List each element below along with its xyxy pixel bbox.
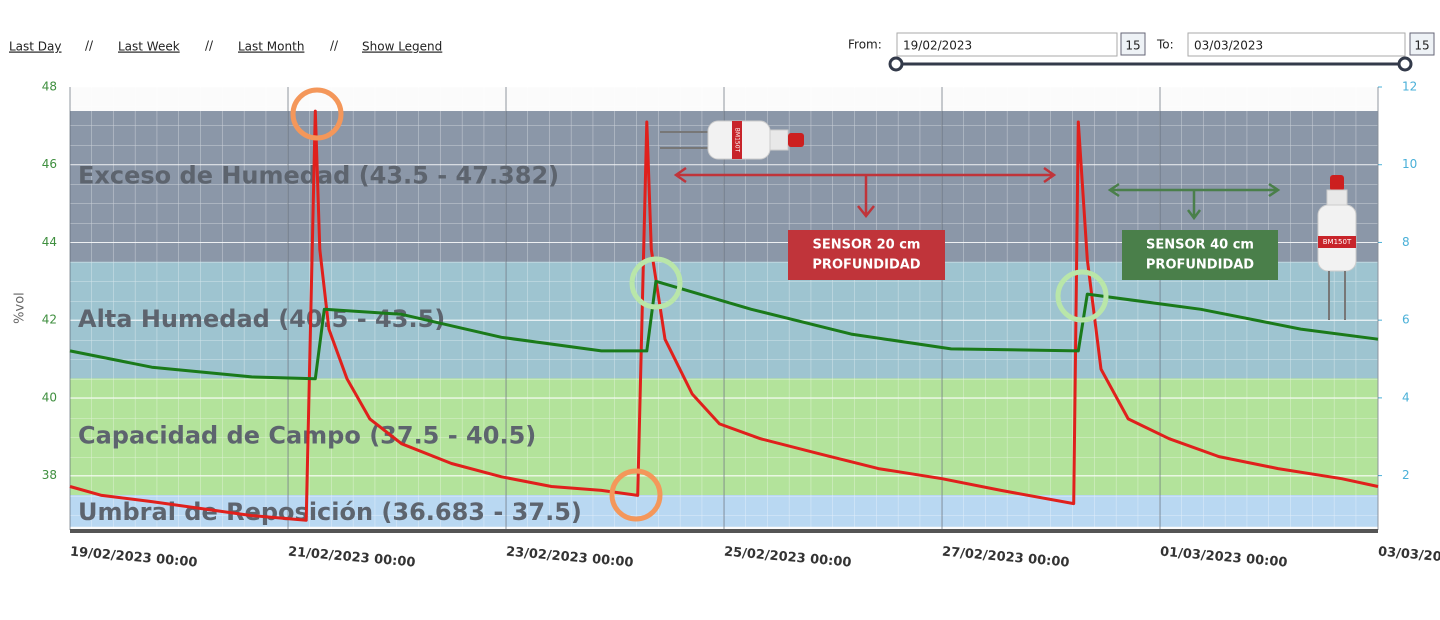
series-line	[69, 109, 1379, 522]
y2-tick-label: 8	[1402, 235, 1410, 249]
arrow	[1107, 182, 1281, 221]
link[interactable]: Last Week	[118, 40, 180, 54]
band-label: Alta Humedad (40.5 - 43.5)	[78, 305, 445, 333]
separator: //	[85, 39, 94, 53]
sensor-band	[1318, 236, 1356, 248]
separator: //	[205, 39, 214, 53]
x-tick-label: 19/02/2023 00:00	[69, 545, 198, 571]
x-tick-label: 23/02/2023 00:00	[505, 545, 634, 571]
calendar-icon[interactable]: 15	[1125, 39, 1140, 53]
link[interactable]: Show Legend	[362, 40, 442, 54]
y-axis-label: %vol	[13, 292, 28, 324]
annotation-text: PROFUNDIDAD	[1146, 258, 1254, 273]
y-tick-label: 38	[42, 468, 57, 482]
sensor-icon: BM150T BM150T	[660, 120, 1357, 320]
y2-tick-label: 2	[1402, 468, 1410, 482]
toolbar: Last Day // Last Week // Last Month // S…	[9, 32, 1435, 72]
y2-tick-label: 4	[1402, 390, 1410, 404]
highlight-circle	[1055, 269, 1109, 323]
x-tick-label: 27/02/2023 00:00	[941, 545, 1070, 571]
annotation-box	[788, 230, 945, 280]
date-input[interactable]	[1187, 32, 1406, 57]
y-tick-label: 40	[42, 390, 57, 404]
y2-tick-label: 10	[1402, 157, 1417, 171]
highlight-circle	[609, 468, 663, 522]
y2-tick-label: 12	[1402, 80, 1417, 94]
x-tick-label: 25/02/2023 00:00	[723, 545, 852, 571]
annotations: SENSOR 20 cm PROFUNDIDAD SENSOR 40 cm PROFU…	[788, 230, 1278, 280]
to-label: To:	[1156, 38, 1174, 52]
arrows	[673, 166, 1281, 221]
from-value[interactable]: 19/02/2023	[903, 39, 972, 53]
x-tick-label: 21/02/2023 00:00	[287, 545, 416, 571]
annotation-box	[1122, 230, 1278, 280]
from-label: From:	[848, 38, 882, 52]
link[interactable]: Last Month	[238, 40, 304, 54]
highlight-circle	[290, 87, 344, 141]
y-tick-label: 44	[42, 235, 57, 249]
separator: //	[330, 39, 339, 53]
annotation-text: SENSOR 40 cm	[1146, 238, 1254, 253]
y-tick-label: 48	[42, 80, 57, 94]
highlight-circle	[629, 256, 683, 310]
sensor-model: BM150T	[1323, 238, 1352, 246]
x-tick-label: 03/03/2023 00:00	[1377, 545, 1440, 571]
calendar-button[interactable]	[1409, 32, 1435, 56]
slider-handle[interactable]	[1397, 56, 1413, 72]
x-tick-label: 01/03/2023 00:00	[1159, 545, 1288, 571]
y-tick-label: 42	[42, 313, 57, 327]
sensor-cap	[769, 129, 789, 151]
slider-handle[interactable]	[888, 56, 904, 72]
calendar-button[interactable]	[1120, 32, 1146, 56]
calendar-icon[interactable]: 15	[1414, 39, 1429, 53]
annotation-text: PROFUNDIDAD	[812, 258, 920, 273]
link[interactable]: Last Day	[9, 40, 62, 54]
sensor-cap	[1330, 175, 1344, 191]
y-tick-label: 46	[42, 157, 57, 171]
y2-tick-label: 6	[1402, 313, 1410, 327]
to-value[interactable]: 03/03/2023	[1194, 39, 1263, 53]
highlights	[290, 87, 1109, 522]
sensor-band	[732, 121, 742, 159]
sensor-cap	[1326, 189, 1348, 207]
annotation-text: SENSOR 20 cm	[813, 238, 921, 253]
sensor-cap	[788, 133, 804, 147]
arrow	[673, 166, 1057, 219]
date-input[interactable]	[896, 32, 1118, 57]
sensor-model: BM150T	[734, 128, 741, 153]
